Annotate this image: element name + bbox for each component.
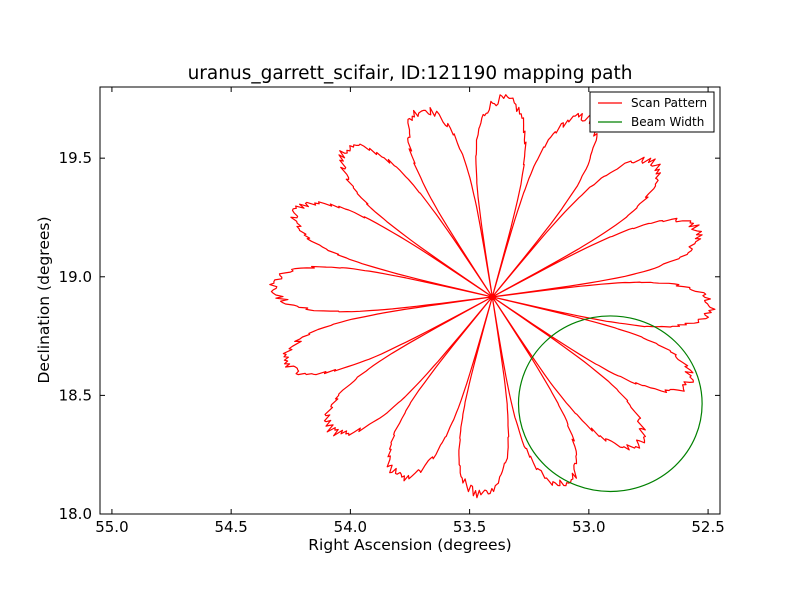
x-tick-label: 55.0 <box>95 518 128 536</box>
y-tick-label: 19.5 <box>59 149 92 167</box>
y-tick-label: 18.5 <box>59 386 92 404</box>
y-tick-label: 18.0 <box>59 505 92 523</box>
scan-pattern-line <box>269 94 716 499</box>
plot-area <box>269 94 716 499</box>
y-tick-label: 19.0 <box>59 268 92 286</box>
legend-label-beam-width: Beam Width <box>631 115 704 129</box>
x-tick-label: 54.5 <box>214 518 247 536</box>
plot-frame <box>99 86 721 515</box>
y-axis: 18.0 18.5 19.0 19.5 <box>59 149 720 523</box>
x-axis: 55.0 54.5 54.0 53.5 53.0 52.5 <box>95 87 725 536</box>
x-tick-label: 53.5 <box>453 518 486 536</box>
legend-box <box>589 91 715 133</box>
x-axis-label: Right Ascension (degrees) <box>308 536 511 554</box>
chart-title: uranus_garrett_scifair, ID:121190 mappin… <box>188 63 633 84</box>
y-axis-label: Declination (degrees) <box>35 216 53 383</box>
beam-width-circle <box>517 315 703 493</box>
legend-label-scan-pattern: Scan Pattern <box>631 96 707 110</box>
legend: Scan Pattern Beam Width <box>589 91 715 133</box>
x-tick-label: 54.0 <box>334 518 367 536</box>
x-tick-label: 53.0 <box>572 518 605 536</box>
x-tick-label: 52.5 <box>691 518 724 536</box>
